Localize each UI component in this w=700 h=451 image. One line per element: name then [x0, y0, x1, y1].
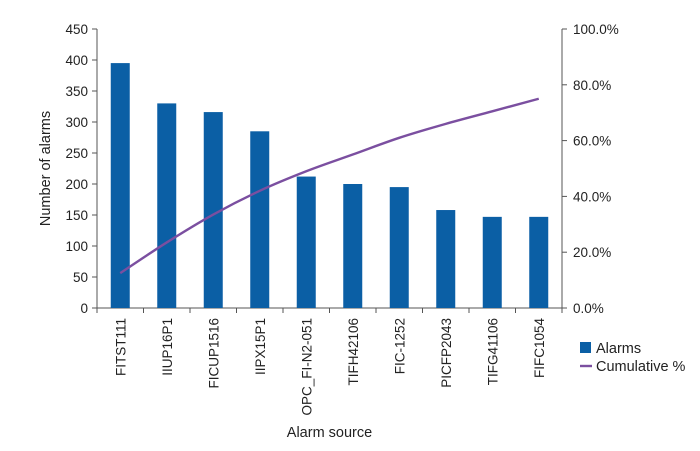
y-tick-label: 150	[65, 208, 88, 223]
y2-tick-label: 60.0%	[573, 134, 611, 149]
bar-iiup16p1	[157, 103, 177, 309]
y-tick-label: 300	[65, 115, 88, 130]
x-tick-label: TIFG41106	[485, 318, 500, 385]
x-tick-label: FIC-1252	[392, 318, 407, 374]
y2-tick-label: 40.0%	[573, 189, 611, 204]
bar-fitst111	[110, 63, 130, 308]
y-tick-label: 100	[65, 239, 88, 254]
x-tick-label: FITST111	[113, 318, 128, 376]
y2-tick-label: 0.0%	[573, 301, 604, 316]
cumulative-line-layer	[119, 97, 540, 275]
y-tick-label: 50	[73, 270, 88, 285]
x-tick-label: PICFP2043	[439, 318, 454, 388]
y2-tick-label: 100.0%	[573, 22, 619, 37]
bar-opc-fi-n2-051	[296, 176, 316, 308]
cumulative-percent-line	[119, 97, 540, 275]
y-tick-label: 450	[65, 22, 88, 37]
x-tick-label: OPC_FI-N2-051	[299, 318, 314, 416]
bar-tifg41106	[482, 216, 502, 308]
y-tick-label: 350	[65, 84, 88, 99]
y-tick-label: 200	[65, 177, 88, 192]
x-tick-label: IIPX15P1	[253, 318, 268, 375]
x-tick-label: FIFC1054	[532, 318, 547, 379]
bars-layer	[110, 63, 549, 309]
y2-tick-label: 20.0%	[573, 245, 611, 260]
y2-tick-label: 80.0%	[573, 78, 611, 93]
bar-fifc1054	[529, 216, 549, 308]
legend: Alarms Cumulative %	[580, 341, 686, 375]
legend-label-cumulative: Cumulative %	[596, 359, 686, 375]
y-tick-label: 250	[65, 146, 88, 161]
bar-tifh42106	[343, 184, 363, 308]
x-tick-label: TIFH42106	[346, 318, 361, 386]
x-tick-label: IIUP16P1	[160, 318, 175, 376]
y-axis-title: Number of alarms	[38, 111, 54, 226]
bar-iipx15p1	[250, 131, 270, 308]
bar-ficup1516	[203, 112, 223, 308]
labels-layer: 0 50 100 150 200 250 300 350 400 450 0.0% 20.0% 40.0…	[38, 22, 619, 441]
bar-picfp2043	[436, 210, 456, 308]
x-tick-label: FICUP1516	[206, 318, 221, 389]
legend-swatch-alarms	[580, 342, 591, 353]
y-tick-label: 400	[65, 53, 88, 68]
bar-fic-1252	[389, 187, 409, 308]
x-axis-title: Alarm source	[287, 425, 372, 441]
y-tick-label: 0	[80, 301, 88, 316]
legend-label-alarms: Alarms	[596, 341, 641, 357]
